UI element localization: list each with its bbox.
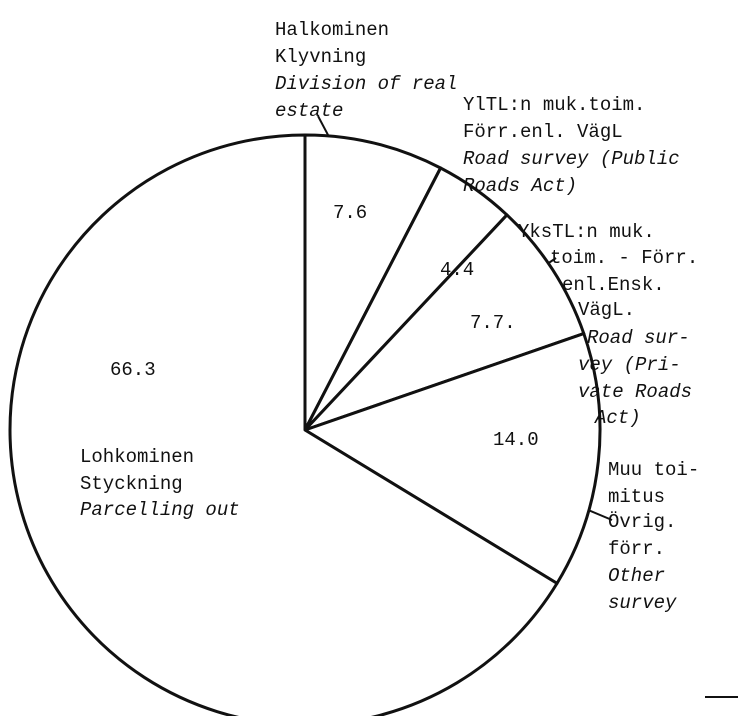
category-translation: Roads Act) [463,175,577,197]
category-label: YksTL:n muk. [518,221,655,243]
category-translation: Road sur- [587,327,690,349]
category-translation: estate [275,100,343,122]
slice [303,332,602,585]
value-label: 14.0 [493,429,539,451]
category-translation: survey [608,592,677,614]
value-label: 7.6 [333,202,367,224]
category-label: Muu toi- [608,459,699,481]
slices [8,133,602,716]
category-label: VägL. [578,299,635,321]
category-label: förr. [608,538,665,560]
category-label: mitus [608,486,665,508]
category-translation: Road survey (Public [463,148,680,170]
category-label: Förr.enl. VägL [463,121,623,143]
category-translation: Other [608,565,665,587]
category-translation: Parcelling out [80,499,240,521]
category-label: Halkominen [275,19,389,41]
category-label: Klyvning [275,46,366,68]
value-label: 66.3 [110,359,156,381]
category-label: Styckning [80,473,183,495]
category-label: enl.Ensk. [562,274,665,296]
slice [303,213,586,432]
category-translation: Division of real [275,73,457,95]
slice [8,133,559,716]
slice [303,133,443,432]
category-translation: vate Roads [578,381,692,403]
category-label: toim. - Förr. [550,247,698,269]
value-label: 7.7. [470,312,516,334]
category-label: Övrig. [608,511,676,533]
category-translation: vey (Pri- [578,354,681,376]
category-translation: Act) [594,407,641,429]
category-label: Lohkominen [80,446,194,468]
category-label: YlTL:n muk.toim. [463,94,645,116]
value-label: 4.4 [440,259,474,281]
